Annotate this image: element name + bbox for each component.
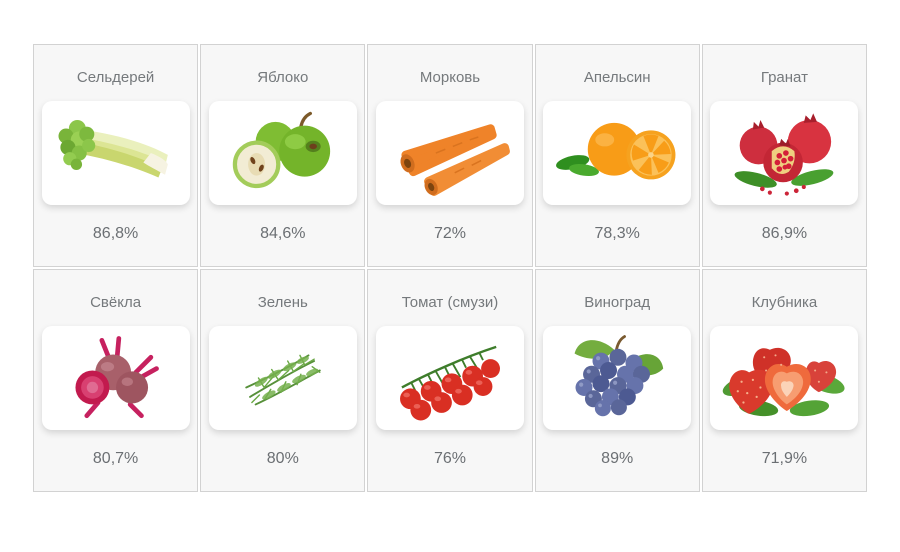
produce-card: Яблоко 84,6% (200, 44, 366, 267)
produce-value: 86,9% (761, 225, 808, 242)
produce-card: Клубника 71,9% (701, 269, 867, 492)
produce-value: 84,6% (260, 225, 306, 242)
produce-card: Апельсин 78,3% (534, 44, 700, 267)
produce-card: Зелень 80% (200, 269, 366, 492)
produce-card: Виноград 89% (534, 269, 700, 492)
produce-title: Свёкла (90, 294, 142, 311)
produce-value: 71,9% (761, 450, 808, 467)
produce-value: 72% (433, 225, 466, 242)
produce-table: Сельдерей 86,8% Яблоко 84,6% Морковь 72%… (33, 44, 867, 492)
pomegranate-image (710, 101, 859, 205)
produce-title: Яблоко (257, 69, 309, 86)
produce-card: Свёкла 80,7% (33, 269, 199, 492)
produce-value: 78,3% (594, 225, 640, 242)
orange-image (543, 101, 692, 205)
produce-value: 80,7% (92, 450, 139, 467)
produce-title: Виноград (584, 294, 651, 311)
strawberry-image (710, 326, 859, 430)
produce-value: 86,8% (92, 225, 139, 242)
produce-title: Морковь (419, 69, 481, 86)
beet-image (41, 326, 190, 430)
produce-title: Зелень (257, 294, 308, 311)
produce-value: 80% (266, 450, 299, 467)
greens-image (208, 326, 357, 430)
produce-grid: Сельдерей 86,8% Яблоко 84,6% Морковь 72%… (33, 44, 867, 492)
celery-image (41, 101, 190, 205)
apple-image (208, 101, 357, 205)
produce-title: Апельсин (583, 69, 651, 86)
produce-value: 76% (433, 450, 466, 467)
produce-card: Морковь 72% (367, 44, 533, 267)
produce-card: Сельдерей 86,8% (33, 44, 199, 267)
produce-title: Клубника (751, 294, 818, 311)
produce-value: 89% (601, 450, 634, 467)
produce-title: Гранат (760, 69, 808, 86)
produce-card: Гранат 86,9% (701, 44, 867, 267)
tomato-image (375, 326, 524, 430)
produce-title: Томат (смузи) (401, 294, 499, 311)
produce-title: Сельдерей (76, 69, 155, 86)
produce-card: Томат (смузи) 76% (367, 269, 533, 492)
carrot-image (375, 101, 524, 205)
grapes-image (543, 326, 692, 430)
